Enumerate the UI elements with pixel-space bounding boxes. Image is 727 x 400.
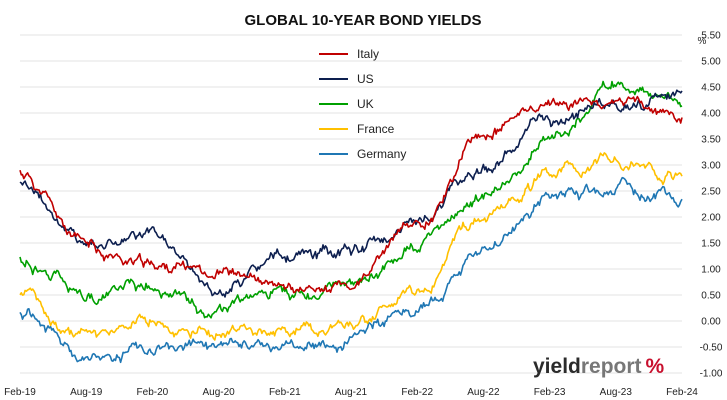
legend-label: UK	[357, 97, 374, 111]
y-tick-label: 5.00	[701, 57, 721, 68]
y-tick-label: 0.50	[701, 291, 721, 302]
y-tick-label: -1.00	[700, 369, 723, 380]
y-tick-label: 0.00	[701, 317, 721, 328]
series-line-germany	[19, 176, 683, 364]
x-tick-label: Feb-23	[534, 387, 566, 398]
legend-label: US	[357, 72, 374, 86]
x-tick-label: Feb-24	[666, 387, 698, 398]
legend: Italy US UK France Germany	[319, 47, 406, 161]
y-axis-label: %	[698, 36, 707, 47]
series-lines	[19, 80, 683, 364]
series-line-us	[19, 89, 683, 298]
x-tick-label: Aug-21	[335, 387, 368, 398]
y-tick-label: 4.50	[701, 83, 721, 94]
x-tick-label: Aug-23	[600, 387, 633, 398]
x-tick-label: Feb-22	[401, 387, 433, 398]
watermark-logo: yieldreport%	[533, 355, 665, 378]
x-tick-label: Feb-20	[137, 387, 169, 398]
chart-title: GLOBAL 10-YEAR BOND YIELDS	[245, 12, 482, 29]
y-tick-label: 3.50	[701, 135, 721, 146]
y-tick-label: 1.00	[701, 265, 721, 276]
series-line-france	[19, 152, 683, 341]
y-tick-label: 3.00	[701, 161, 721, 172]
x-tick-label: Aug-22	[467, 387, 500, 398]
y-tick-label: 2.00	[701, 213, 721, 224]
series-line-uk	[19, 80, 683, 319]
x-tick-label: Aug-20	[202, 387, 235, 398]
x-tick-label: Aug-19	[70, 387, 103, 398]
y-tick-label: 2.50	[701, 187, 721, 198]
y-tick-label: 4.00	[701, 109, 721, 120]
legend-label: Germany	[357, 147, 406, 161]
legend-label: France	[357, 122, 395, 136]
legend-label: Italy	[357, 47, 379, 61]
series-line-italy	[19, 95, 683, 294]
x-tick-label: Feb-21	[269, 387, 301, 398]
y-axis: -1.00 -0.50 0.00 0.50 1.00 1.50 2.00 2.50 3.00 3.…	[700, 31, 723, 380]
x-axis: Feb-19 Aug-19 Feb-20 Aug-20 Feb-21 Aug-21 Feb-…	[4, 387, 698, 398]
y-tick-label: -0.50	[700, 343, 723, 354]
x-tick-label: Feb-19	[4, 387, 36, 398]
y-tick-label: 5.50	[701, 31, 721, 42]
y-tick-label: 1.50	[701, 239, 721, 250]
grid-lines	[20, 34, 682, 374]
